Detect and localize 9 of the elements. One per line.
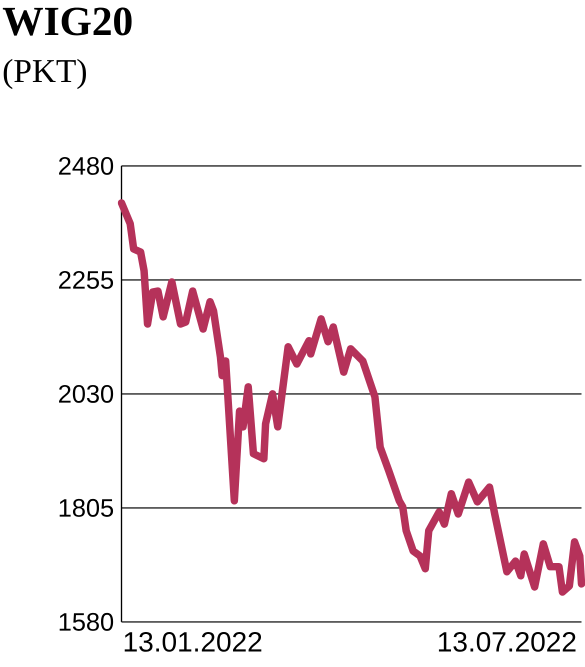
y-tick-label: 2480 [58, 156, 114, 175]
y-tick-label: 1805 [60, 498, 113, 517]
y-tick-label: 1580 [60, 612, 114, 631]
y-tick-label: 2030 [58, 384, 114, 403]
x-tick-label: 13.07.2022 [438, 632, 576, 652]
x-tick-label: 13.01.2022 [124, 632, 262, 652]
chart-subtitle: (PKT) [4, 58, 86, 90]
y-tick-label: 2255 [58, 270, 113, 289]
chart-title: WIG20 [2, 7, 132, 36]
